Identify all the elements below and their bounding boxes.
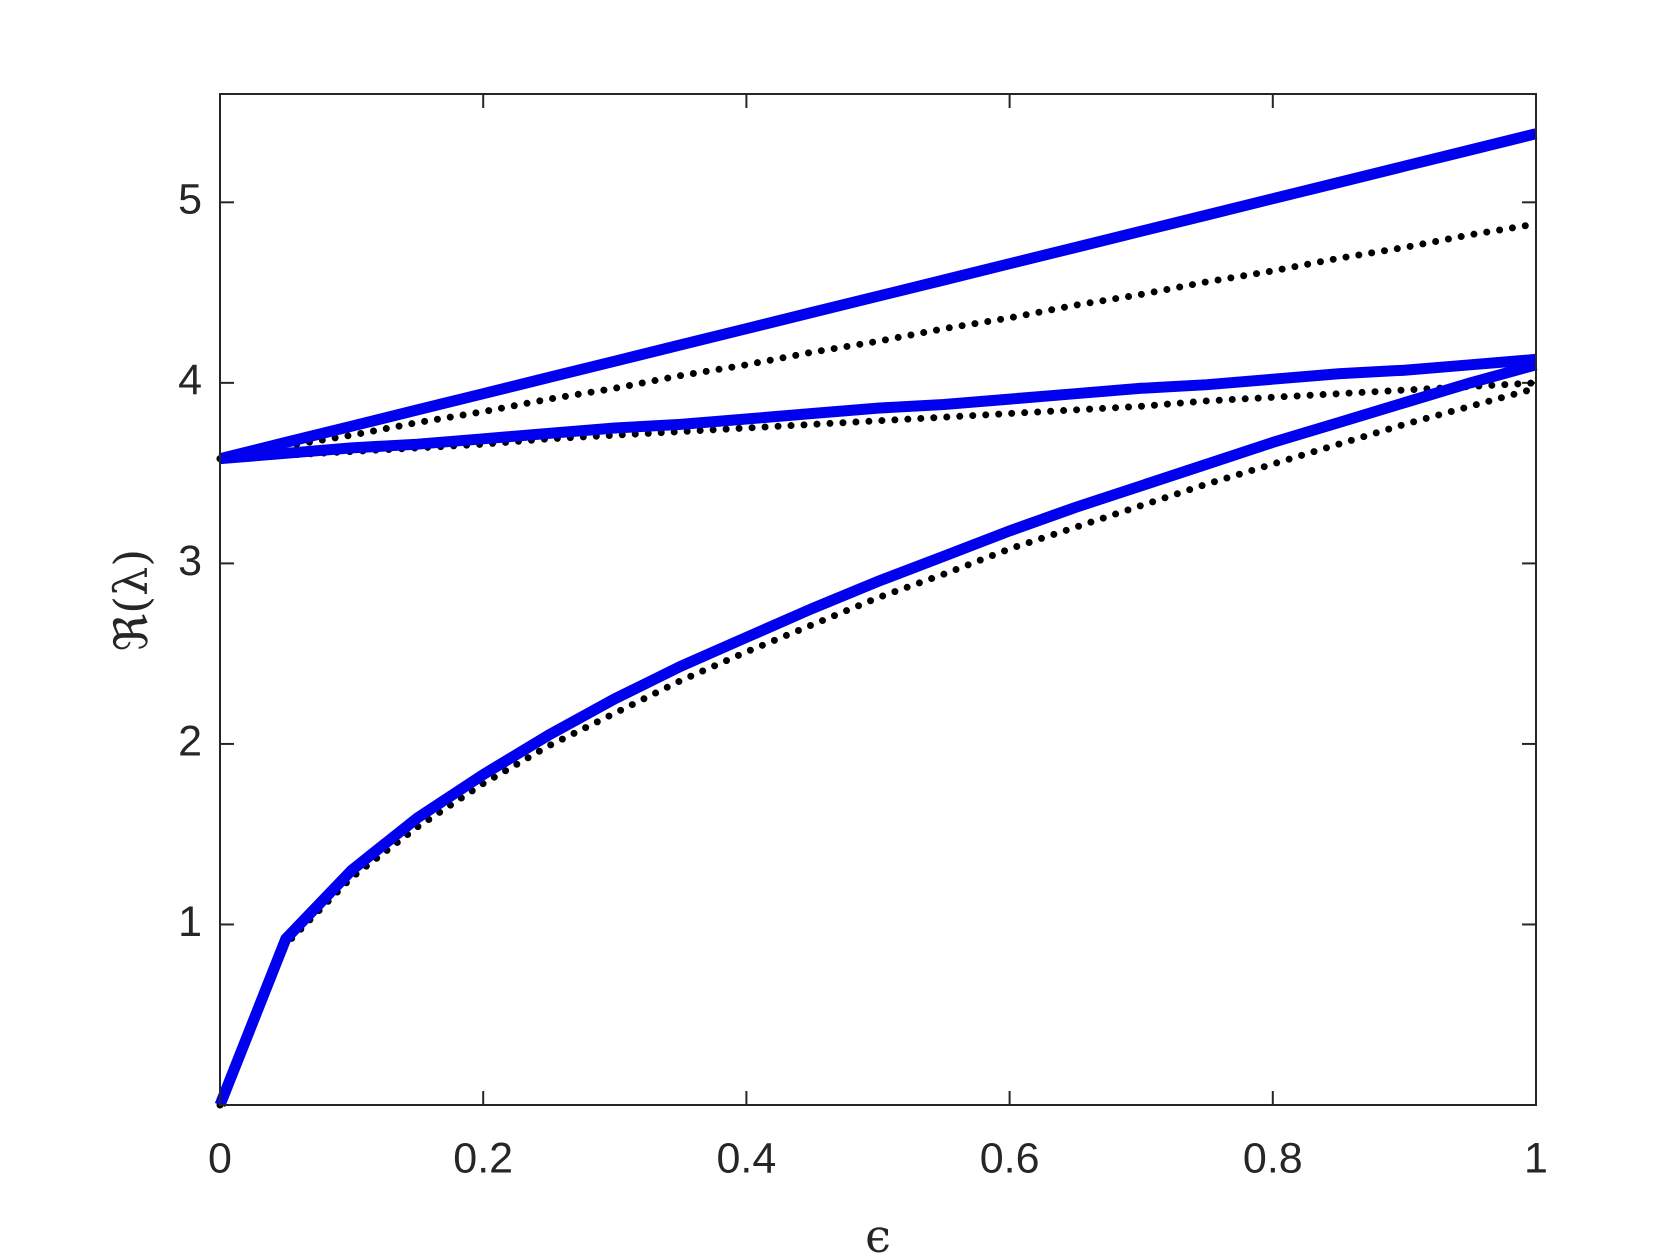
x-tick-label: 0.6	[980, 1134, 1040, 1182]
line	[219, 353, 1537, 465]
line	[218, 128, 1538, 465]
x-axis-label: ϵ	[865, 1209, 891, 1258]
plot-frame	[219, 93, 1537, 1106]
dotted-line	[216, 384, 1540, 1109]
x-tick-label: 0.4	[717, 1134, 777, 1182]
line	[214, 359, 1538, 1108]
x-tick-label: 0.2	[453, 1134, 513, 1182]
y-axis-label: ℜ(λ)	[104, 549, 158, 652]
dotted-line	[216, 220, 1540, 463]
y-tick-label: 1	[178, 898, 202, 946]
y-tick-label: 4	[178, 356, 202, 404]
x-tick-label: 0	[208, 1134, 232, 1182]
y-tick-label: 3	[178, 537, 202, 585]
x-tick-label: 0.8	[1243, 1134, 1303, 1182]
x-tick-label: 1	[1524, 1134, 1548, 1182]
y-tick-label: 5	[178, 176, 202, 224]
y-tick-label: 2	[178, 717, 202, 765]
